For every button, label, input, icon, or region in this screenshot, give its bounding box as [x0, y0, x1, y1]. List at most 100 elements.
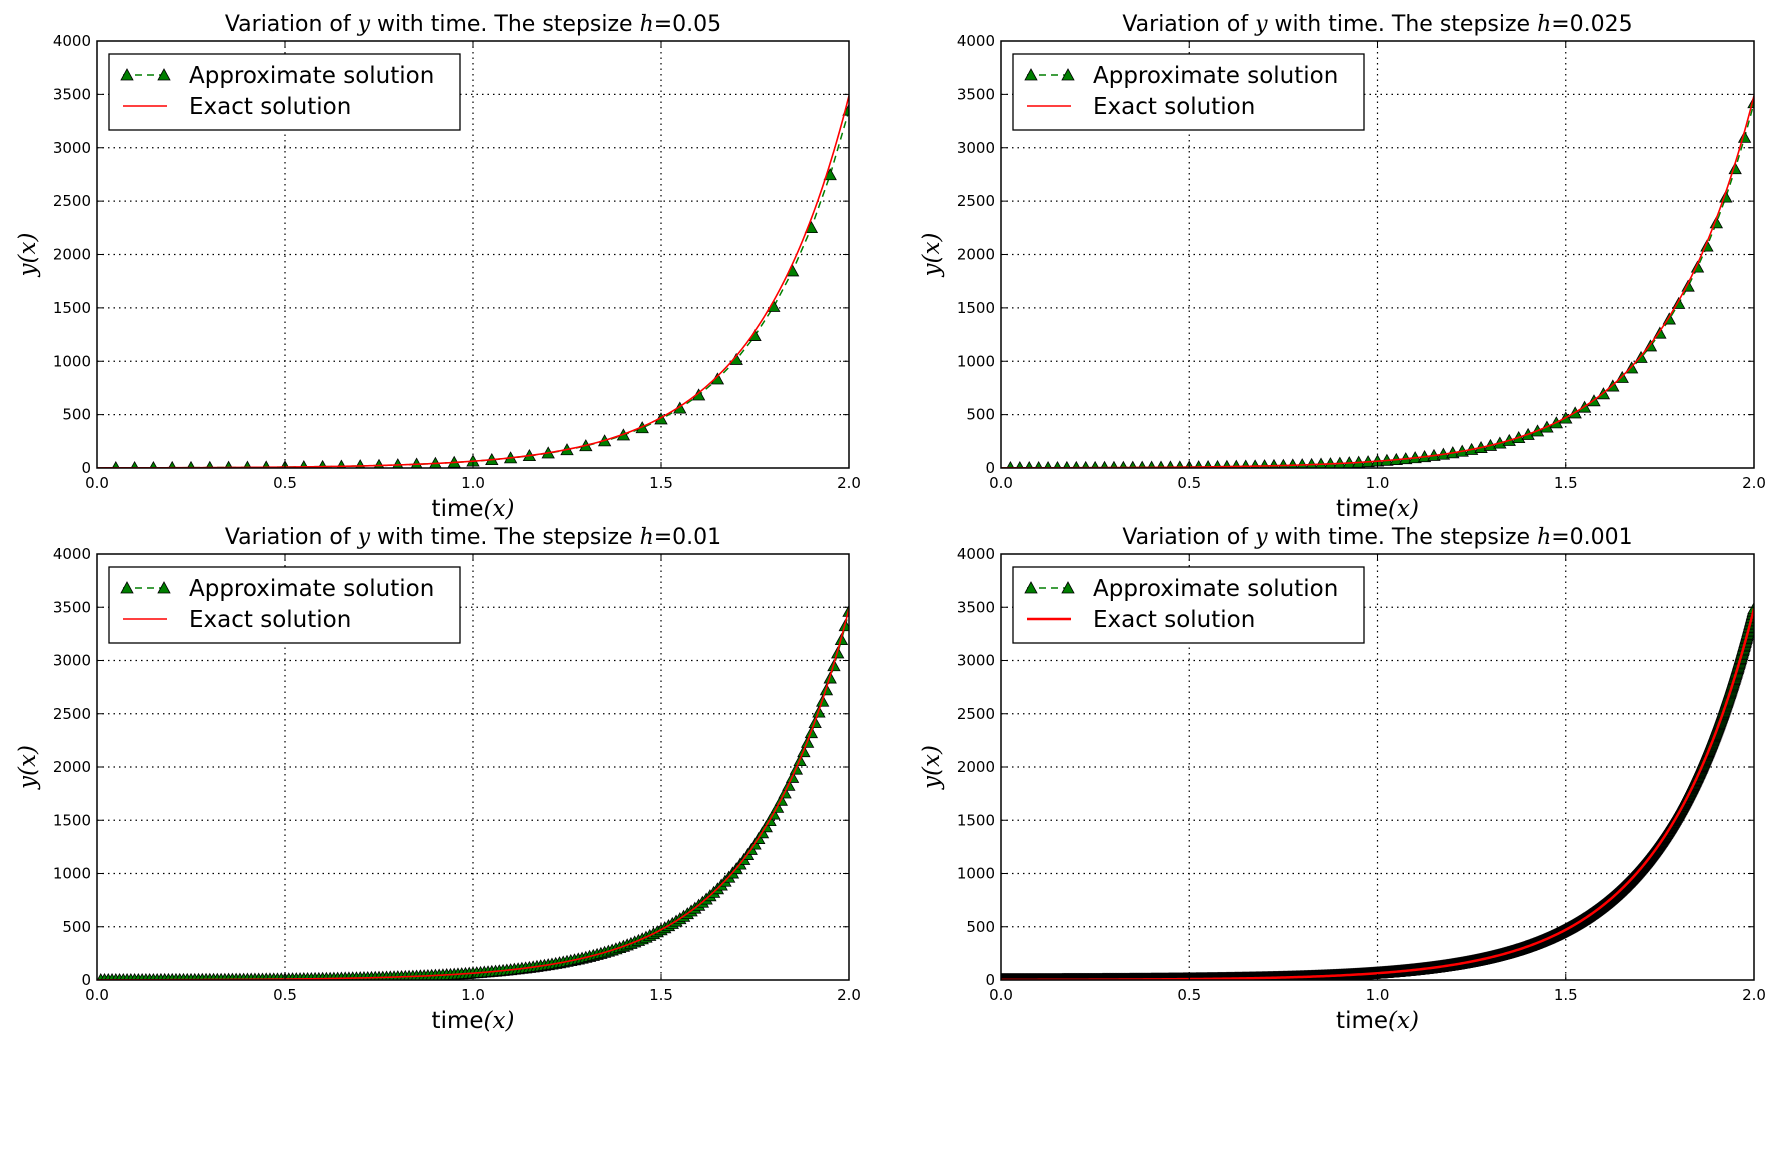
- subplot-h-0.01: 0.0 0.5 1.0 1.5 2.0 0 500 1000 1500 2000 2500 3000 3…: [15, 525, 861, 1034]
- y-tick-label: 2000: [957, 758, 995, 776]
- x-tick-label: 0.0: [85, 986, 109, 1004]
- grid: [1001, 41, 1754, 468]
- y-tick-label: 1000: [957, 352, 995, 370]
- legend: Approximate solution Exact solution: [1012, 53, 1365, 131]
- x-axis-label-math: (x): [484, 1008, 515, 1034]
- y-tick-label: 2500: [957, 705, 995, 723]
- y-tick-label: 3000: [957, 139, 995, 157]
- title-prefix: Variation of: [1122, 525, 1255, 550]
- title-mid: with time. The stepsize: [1268, 12, 1538, 37]
- y-tick-label: 3500: [957, 85, 995, 103]
- title-var-h: h: [640, 525, 654, 550]
- legend-approx-label: Approximate solution: [1093, 63, 1338, 89]
- y-tick-label: 2500: [53, 192, 91, 210]
- y-tick-label: 0: [985, 459, 995, 477]
- x-axis-label: time(x): [1336, 496, 1419, 522]
- chart-title: Variation of y with time. The stepsize h…: [225, 525, 721, 550]
- legend-approx-marker: [120, 68, 134, 81]
- legend-approx-label: Approximate solution: [189, 576, 434, 602]
- x-axis-label: time(x): [432, 496, 515, 522]
- x-tick-label: 0.0: [989, 986, 1013, 1004]
- title-var-y: y: [357, 525, 371, 550]
- y-tick-label: 1500: [53, 811, 91, 829]
- y-axis-label: y(x): [919, 233, 945, 278]
- y-tick-label: 2000: [53, 246, 91, 264]
- legend-exact-label: Exact solution: [1093, 94, 1255, 120]
- y-tick-label: 3000: [53, 139, 91, 157]
- legend-box: [1012, 53, 1365, 131]
- title-var-y: y: [1254, 525, 1268, 550]
- x-tick-label: 1.5: [1554, 986, 1578, 1004]
- x-tick-label: 1.5: [1554, 474, 1578, 492]
- x-tick-label: 0.5: [273, 474, 297, 492]
- x-axis-label-text: time: [1336, 496, 1388, 522]
- legend-approx-marker: [1061, 68, 1075, 81]
- y-tick-label: 3500: [53, 598, 91, 616]
- y-tick-label: 500: [62, 406, 91, 424]
- x-tick-label: 0.5: [273, 986, 297, 1004]
- y-tick-label: 3000: [957, 652, 995, 670]
- x-tick-label: 1.0: [1366, 474, 1390, 492]
- x-axis-label: time(x): [432, 1008, 515, 1034]
- x-axis-label: time(x): [1336, 1008, 1419, 1034]
- x-tick-label: 1.0: [461, 474, 485, 492]
- y-tick-label: 1500: [53, 299, 91, 317]
- chart-title: Variation of y with time. The stepsize h…: [225, 12, 721, 37]
- title-var-h: h: [1537, 525, 1551, 550]
- title-suffix: =0.05: [654, 12, 721, 37]
- x-tick-label: 0.5: [1177, 474, 1201, 492]
- chart-title: Variation of y with time. The stepsize h…: [1122, 525, 1632, 550]
- x-tick-label: 2.0: [1742, 474, 1766, 492]
- y-tick-label: 2000: [957, 246, 995, 264]
- legend-exact-label: Exact solution: [1093, 607, 1255, 633]
- legend-box: [108, 53, 461, 131]
- y-tick-label: 0: [985, 971, 995, 989]
- title-prefix: Variation of: [225, 525, 358, 550]
- y-tick-label: 4000: [957, 545, 995, 563]
- legend-approx-marker: [1024, 581, 1038, 594]
- y-tick-label: 4000: [53, 32, 91, 50]
- y-tick-label: 2500: [957, 192, 995, 210]
- title-var-y: y: [1254, 12, 1268, 37]
- y-axis-label: y(x): [15, 233, 41, 278]
- y-tick-label: 1000: [53, 865, 91, 883]
- x-axis-label-text: time: [1336, 1008, 1388, 1034]
- legend-exact-label: Exact solution: [189, 94, 351, 120]
- y-tick-label: 1500: [957, 299, 995, 317]
- y-tick-label: 3500: [53, 85, 91, 103]
- title-var-y: y: [357, 12, 371, 37]
- x-tick-label: 1.5: [649, 986, 673, 1004]
- subplot-h-0.025: 0.0 0.5 1.0 1.5 2.0 0 500 1000 1500 2000 2500 3000 3…: [919, 12, 1766, 522]
- legend-approx-marker: [1024, 68, 1038, 81]
- y-tick-label: 0: [81, 459, 91, 477]
- y-tick-label: 0: [81, 971, 91, 989]
- legend: Approximate solution Exact solution: [1012, 566, 1365, 644]
- x-tick-label: 0.5: [1177, 986, 1201, 1004]
- title-var-h: h: [1537, 12, 1551, 37]
- title-suffix: =0.001: [1551, 525, 1632, 550]
- legend-approx-marker: [1061, 581, 1075, 594]
- y-tick-label: 1000: [53, 352, 91, 370]
- y-tick-label: 500: [966, 406, 995, 424]
- subplot-h-0.001: 0.0 0.5 1.0 1.5 2.0 0 500 1000 1500 2000 2500 3000 3…: [919, 525, 1766, 1034]
- x-tick-label: 2.0: [837, 474, 861, 492]
- y-tick-label: 4000: [957, 32, 995, 50]
- legend-box: [1012, 566, 1365, 644]
- subplot-h-0.05: 0.0 0.5 1.0 1.5 2.0 0 500 1000 1500 2000 2500 3000 3…: [15, 12, 861, 522]
- x-axis-label-text: time: [432, 496, 484, 522]
- approximate-marker: [1747, 96, 1754, 109]
- y-tick-label: 1000: [957, 865, 995, 883]
- series: [1001, 602, 1754, 980]
- legend-exact-label: Exact solution: [189, 607, 351, 633]
- x-axis-label-math: (x): [1388, 496, 1419, 522]
- x-tick-label: 2.0: [1742, 986, 1766, 1004]
- legend-approx-marker: [157, 68, 171, 81]
- title-mid: with time. The stepsize: [370, 12, 640, 37]
- legend-approx-label: Approximate solution: [1093, 576, 1338, 602]
- x-tick-label: 0.0: [85, 474, 109, 492]
- y-axis-label: y(x): [919, 745, 945, 790]
- x-axis-label-math: (x): [1388, 1008, 1419, 1034]
- title-var-h: h: [640, 12, 654, 37]
- y-tick-label: 2000: [53, 758, 91, 776]
